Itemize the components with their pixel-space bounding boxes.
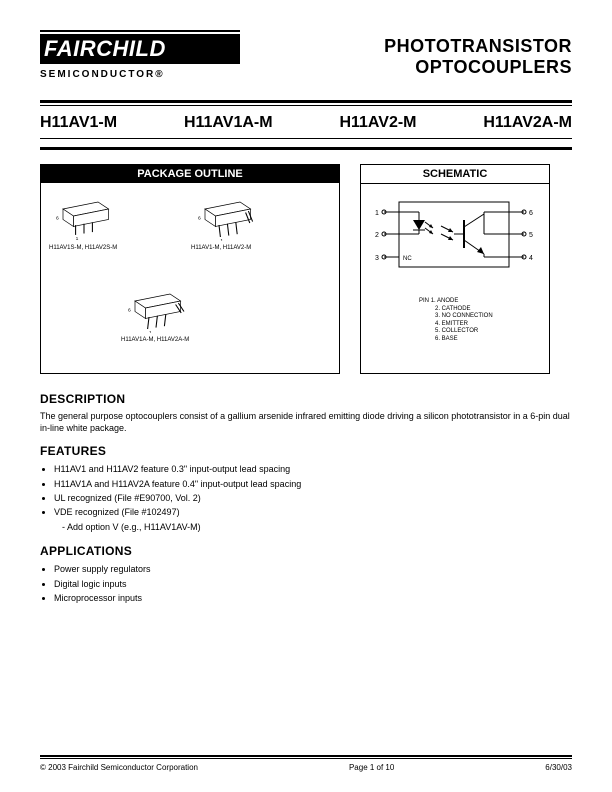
brand-logo: FAIRCHILD SEMICONDUCTOR® xyxy=(40,30,240,82)
footer-date: 6/30/03 xyxy=(545,763,572,772)
feature-item: H11AV1 and H11AV2 feature 0.3" input-out… xyxy=(54,462,572,476)
svg-text:1: 1 xyxy=(149,330,152,333)
svg-text:4: 4 xyxy=(529,255,533,262)
applications-list: Power supply regulators Digital logic in… xyxy=(54,562,572,605)
schematic-title: SCHEMATIC xyxy=(361,165,549,184)
feature-item: UL recognized (File #E90700, Vol. 2) xyxy=(54,491,572,505)
features-heading: FEATURES xyxy=(40,444,572,458)
footer: © 2003 Fairchild Semiconductor Corporati… xyxy=(40,763,572,772)
applications-heading: APPLICATIONS xyxy=(40,544,572,558)
svg-text:2: 2 xyxy=(375,232,379,239)
feature-item: H11AV1A and H11AV2A feature 0.4" input-o… xyxy=(54,477,572,491)
part-number: H11AV2-M xyxy=(339,114,416,132)
divider xyxy=(40,138,572,139)
feature-item: VDE recognized (File #102497) xyxy=(54,505,572,519)
divider xyxy=(40,755,572,757)
package-caption: H11AV1A-M, H11AV2A-M xyxy=(121,337,191,343)
svg-text:6: 6 xyxy=(128,308,131,314)
feature-subitem: - Add option V (e.g., H11AV1AV-M) xyxy=(62,520,572,534)
svg-text:1: 1 xyxy=(220,238,223,241)
svg-text:3: 3 xyxy=(375,255,379,262)
svg-text:5: 5 xyxy=(529,232,533,239)
svg-text:6: 6 xyxy=(56,216,59,222)
divider xyxy=(40,100,572,103)
svg-text:6: 6 xyxy=(529,210,533,217)
divider xyxy=(40,758,572,759)
part-numbers: H11AV1-M H11AV1A-M H11AV2-M H11AV2A-M xyxy=(40,106,572,138)
package-variant: 6 1 H11AV1A-M, H11AV2A-M xyxy=(121,283,191,343)
brand-sub: SEMICONDUCTOR xyxy=(40,69,155,80)
part-number: H11AV1A-M xyxy=(184,114,273,132)
copyright: © 2003 Fairchild Semiconductor Corporati… xyxy=(40,763,198,772)
part-number: H11AV2A-M xyxy=(483,114,572,132)
description-heading: DESCRIPTION xyxy=(40,392,572,406)
features-list: H11AV1 and H11AV2 feature 0.3" input-out… xyxy=(54,462,572,534)
package-caption: H11AV1S-M, H11AV2S-M xyxy=(49,245,119,251)
svg-text:1: 1 xyxy=(375,210,379,217)
svg-text:6: 6 xyxy=(198,216,201,222)
package-outline-box: PACKAGE OUTLINE 6 1 H11AV1S-M, H11AV2S-M xyxy=(40,164,340,374)
svg-text:NC: NC xyxy=(403,256,412,262)
application-item: Power supply regulators xyxy=(54,562,572,576)
package-caption: H11AV1-M, H11AV2-M xyxy=(191,245,261,251)
chip-icon: 6 1 xyxy=(191,191,261,241)
chip-icon: 6 1 xyxy=(49,191,119,241)
schematic-box: SCHEMATIC 1 2 3 6 5 4 xyxy=(360,164,550,374)
package-variant: 6 1 H11AV1S-M, H11AV2S-M xyxy=(49,191,119,251)
package-title: PACKAGE OUTLINE xyxy=(41,165,339,183)
chip-icon: 6 1 xyxy=(121,283,191,333)
brand-reg: ® xyxy=(155,69,164,80)
divider xyxy=(40,147,572,150)
svg-text:1: 1 xyxy=(76,236,79,241)
package-variant: 6 1 H11AV1-M, H11AV2-M xyxy=(191,191,261,251)
figures: PACKAGE OUTLINE 6 1 H11AV1S-M, H11AV2S-M xyxy=(40,164,572,374)
page-number: Page 1 of 10 xyxy=(349,763,394,772)
application-item: Microprocessor inputs xyxy=(54,591,572,605)
header: FAIRCHILD SEMICONDUCTOR® PHOTOTRANSISTOR… xyxy=(40,30,572,82)
part-number: H11AV1-M xyxy=(40,114,117,132)
description-text: The general purpose optocouplers consist… xyxy=(40,410,572,434)
brand-name: FAIRCHILD xyxy=(40,34,240,64)
document-title: PHOTOTRANSISTOR OPTOCOUPLERS xyxy=(240,36,572,78)
pin-list: PIN 1. ANODE 2. CATHODE 3. NO CONNECTION… xyxy=(419,298,541,343)
schematic-diagram: 1 2 3 6 5 4 NC xyxy=(369,192,539,287)
application-item: Digital logic inputs xyxy=(54,577,572,591)
